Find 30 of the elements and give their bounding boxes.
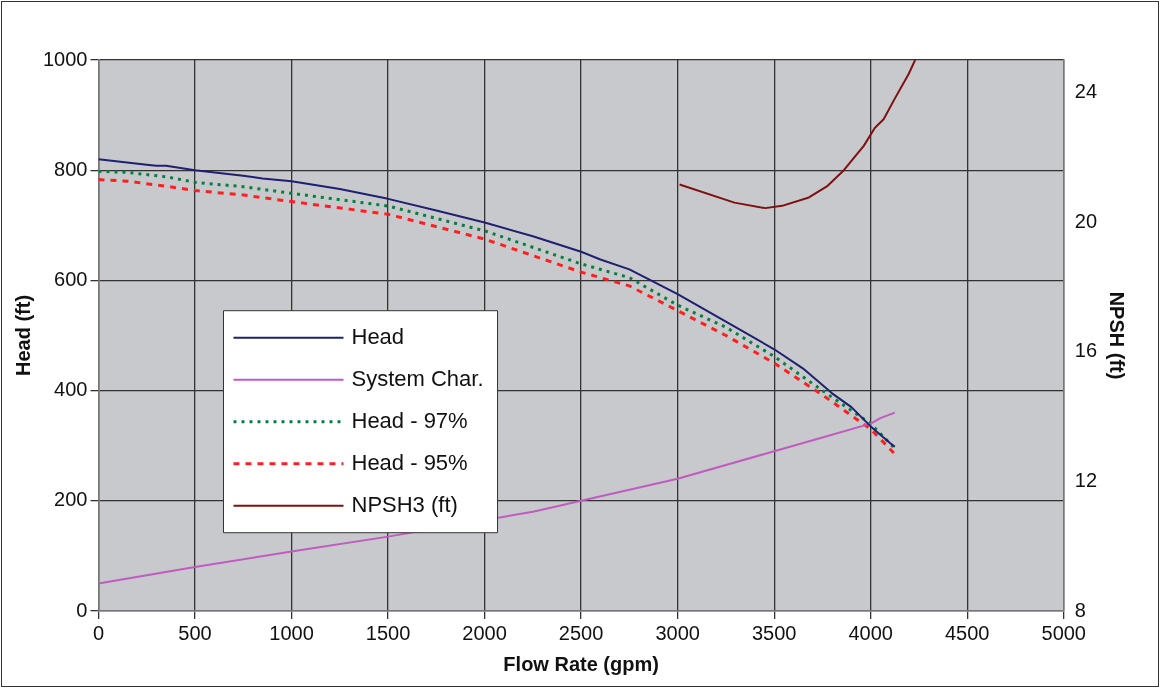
y2-tick-label: 20 (1074, 209, 1097, 232)
x-tick-label: 3000 (655, 621, 700, 644)
legend-label: NPSH3 (ft) (351, 491, 458, 517)
y2-tick-label: 8 (1074, 598, 1086, 621)
y-tick-label: 1000 (42, 47, 88, 70)
legend-label: Head - 95% (351, 449, 468, 475)
x-tick-label: 4000 (848, 621, 893, 644)
y2-axis-title: NPSH (ft) (1106, 291, 1129, 380)
y-tick-label: 400 (54, 378, 88, 401)
x-tick-label: 5000 (1041, 621, 1086, 644)
x-tick-label: 4500 (944, 621, 990, 644)
x-axis-title: Flow Rate (gpm) (503, 652, 659, 675)
y2-tick-label: 12 (1074, 468, 1097, 491)
y-tick-label: 800 (54, 157, 88, 180)
y-tick-label: 0 (76, 598, 88, 621)
y2-tick-label: 16 (1074, 339, 1097, 362)
x-tick-label: 2000 (462, 621, 507, 644)
y-tick-label: 600 (54, 267, 88, 290)
legend-label: Head - 97% (351, 407, 468, 433)
x-tick-label: 3500 (751, 621, 797, 644)
legend-label: Head (351, 323, 405, 349)
x-tick-label: 1000 (269, 621, 314, 644)
x-tick-label: 2500 (558, 621, 604, 644)
x-tick-label: 1500 (365, 621, 411, 644)
legend-label: System Char. (351, 365, 484, 391)
y2-tick-label: 24 (1074, 79, 1097, 102)
x-tick-label: 0 (92, 621, 105, 644)
y-tick-label: 200 (54, 488, 88, 511)
x-tick-label: 500 (178, 621, 212, 644)
y-axis-title: Head (ft) (11, 294, 34, 377)
